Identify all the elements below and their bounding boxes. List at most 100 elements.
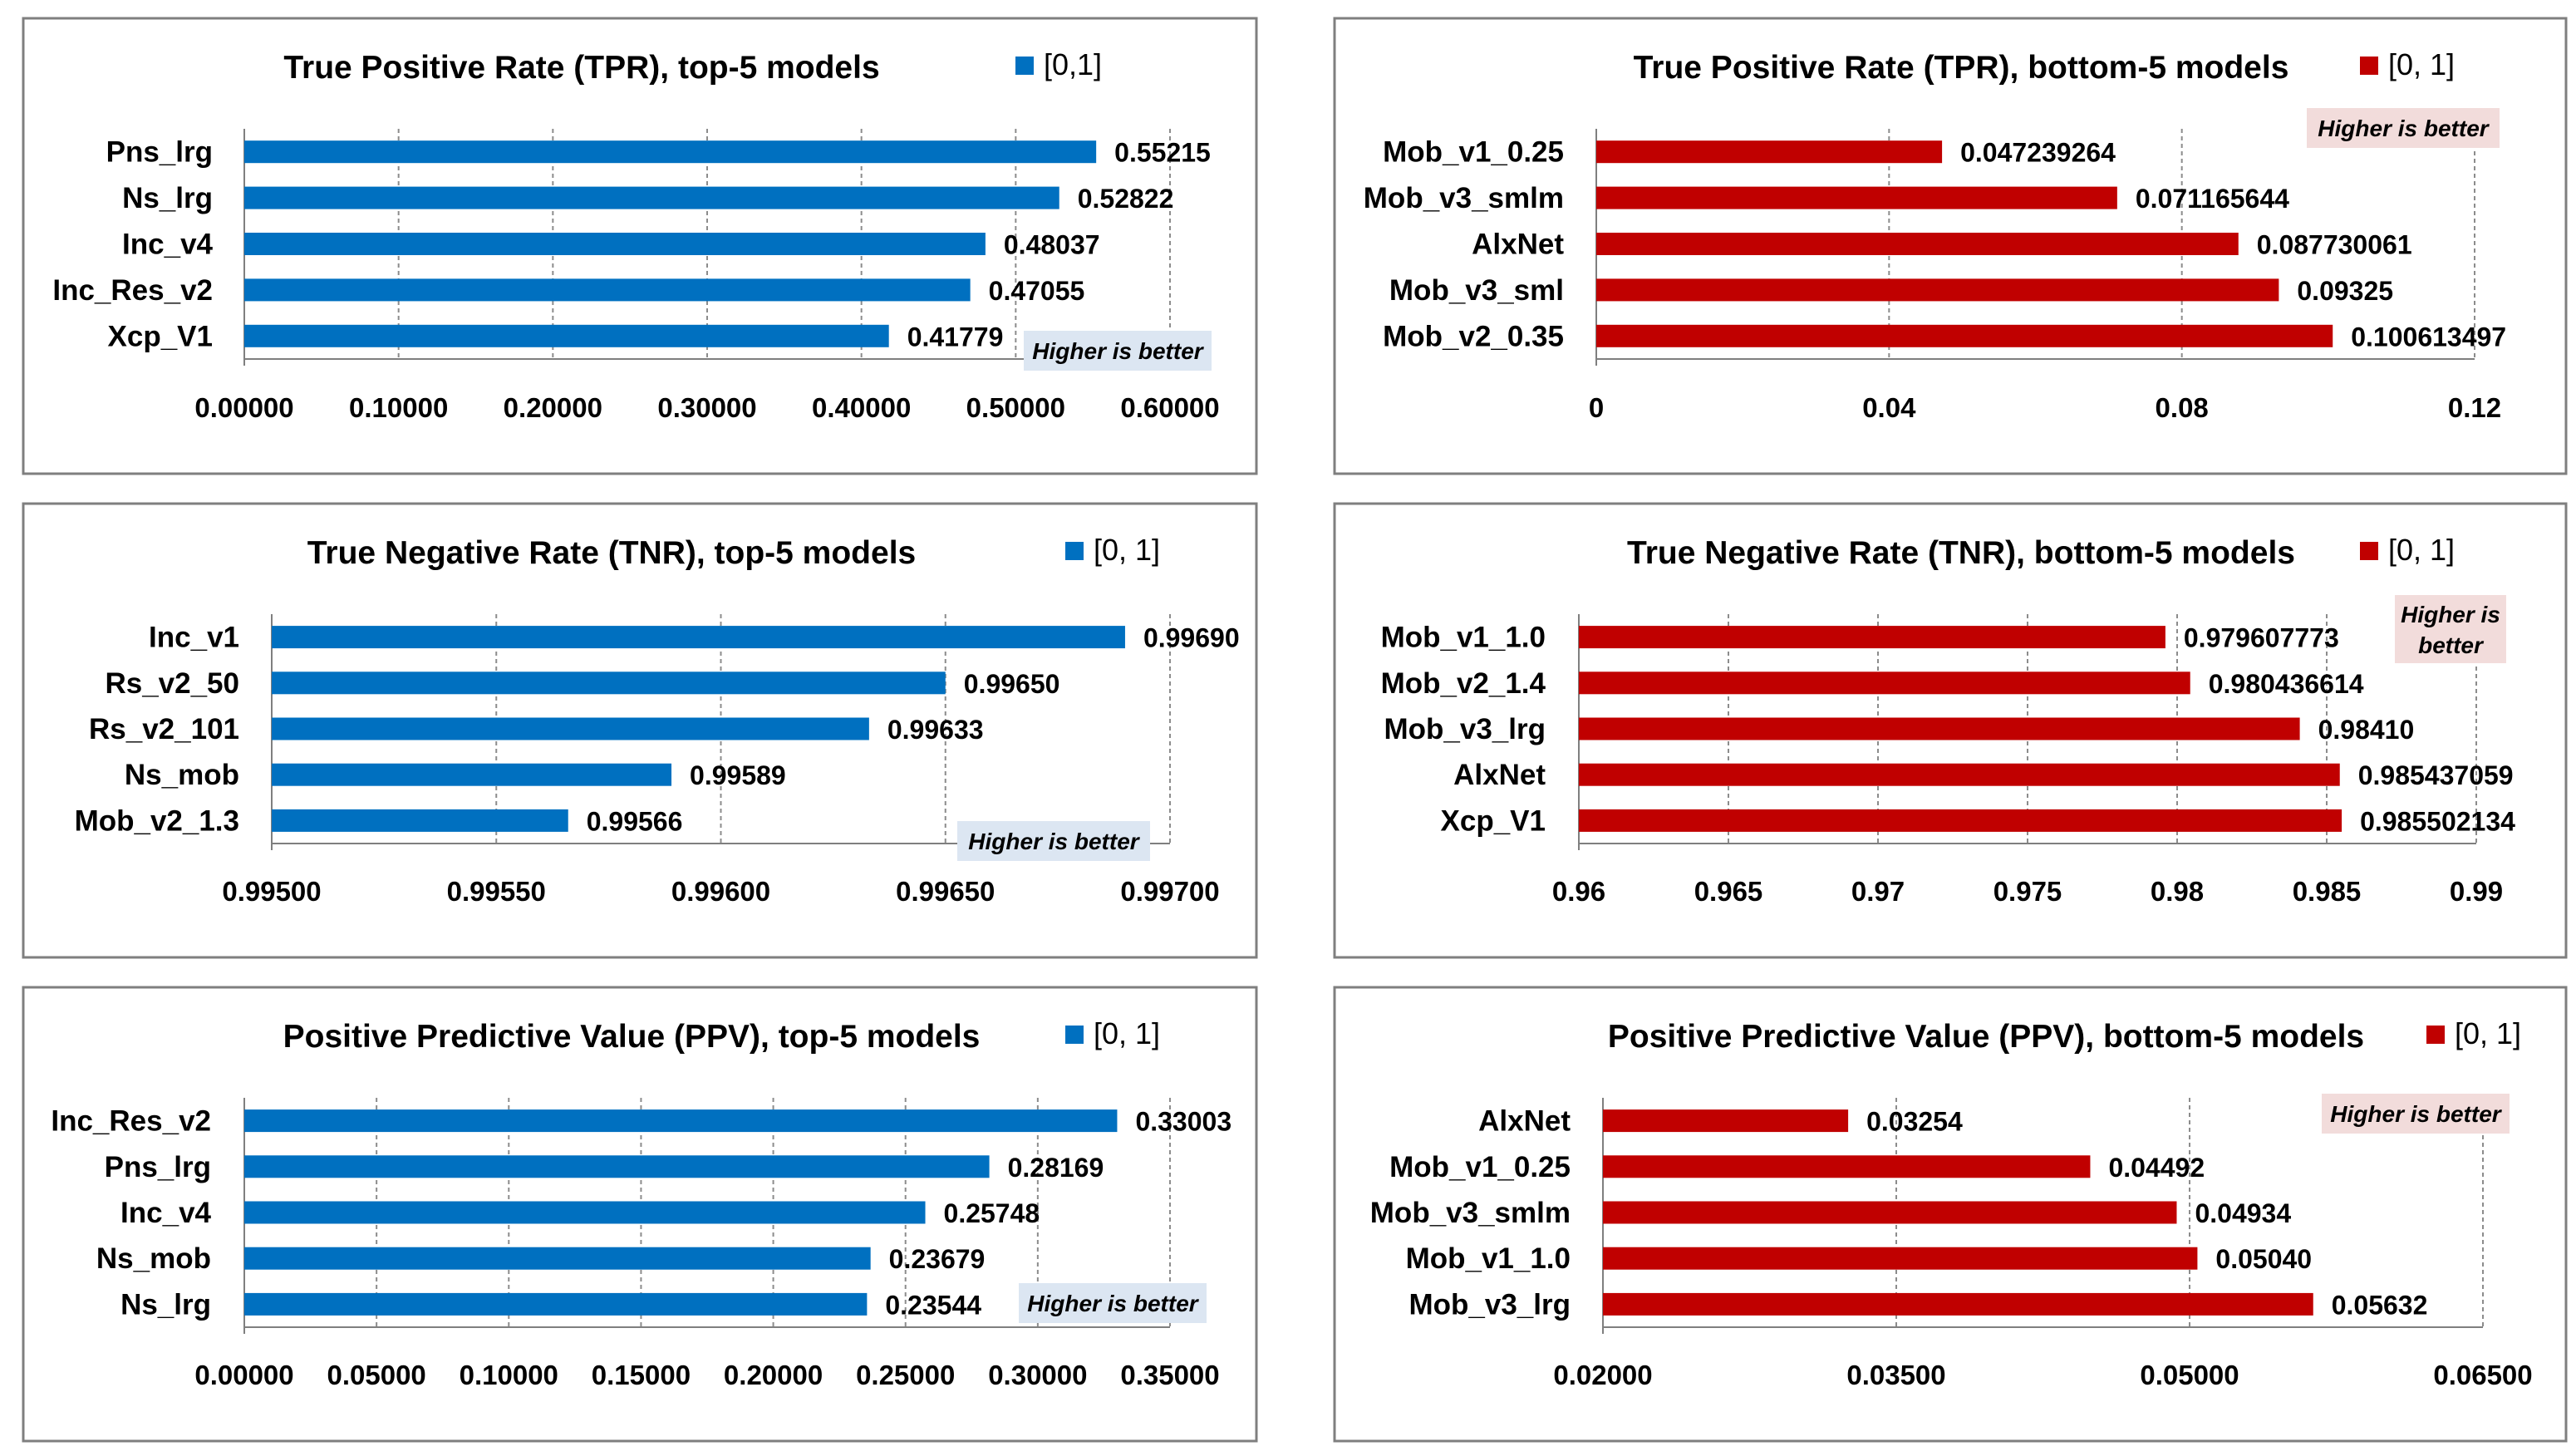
category-label: AlxNet xyxy=(1478,1105,1571,1138)
bar-inc-v4 xyxy=(244,1201,926,1224)
tick-label: 0.03500 xyxy=(1846,1360,1945,1390)
value-label: 0.99566 xyxy=(587,806,683,836)
tick-label: 0.00000 xyxy=(194,392,293,423)
tick-label: 0.08 xyxy=(2156,392,2209,423)
category-label: Mob_v3_smlm xyxy=(1370,1197,1571,1229)
legend-swatch xyxy=(2360,57,2378,75)
tick-label: 0.05000 xyxy=(327,1360,425,1390)
tick-label: 0.985 xyxy=(2293,876,2362,907)
tick-label: 0.15000 xyxy=(592,1360,691,1390)
value-label: 0.48037 xyxy=(1004,230,1100,260)
value-label: 0.03254 xyxy=(1866,1107,1963,1137)
bar-ns-lrg xyxy=(244,186,1059,209)
chart-title: True Positive Rate (TPR), top-5 models xyxy=(283,50,879,86)
legend-swatch xyxy=(2426,1026,2445,1044)
note-box xyxy=(2395,595,2506,663)
tick-label: 0.05000 xyxy=(2140,1360,2239,1390)
category-label: Mob_v2_0.35 xyxy=(1383,320,1564,352)
tick-label: 0.25000 xyxy=(856,1360,955,1390)
legend-label: [0, 1] xyxy=(1094,533,1160,567)
value-label: 0.04492 xyxy=(2108,1153,2205,1183)
chart-panel-5: Inc_Res_v2 0.33003 Pns_lrg 0.28169 Inc_v4 0.2… xyxy=(22,986,1258,1443)
tick-label: 0.99500 xyxy=(222,876,321,907)
note-box xyxy=(1024,331,1212,371)
legend-label: [0, 1] xyxy=(1094,1016,1160,1050)
value-label: 0.071165644 xyxy=(2136,184,2289,214)
tick-label: 0.30000 xyxy=(988,1360,1087,1390)
value-label: 0.25748 xyxy=(944,1198,1040,1228)
value-label: 0.087730061 xyxy=(2257,230,2412,260)
tick-label: 0.97 xyxy=(1851,876,1905,907)
value-label: 0.28169 xyxy=(1008,1153,1104,1183)
tick-label: 0.98 xyxy=(2151,876,2204,907)
legend-label: [0, 1] xyxy=(2388,533,2455,567)
chart-title: Positive Predictive Value (PPV), top-5 m… xyxy=(283,1019,981,1055)
value-label: 0.41779 xyxy=(907,322,1004,352)
category-label: Xcp_V1 xyxy=(108,320,213,352)
bar-ns-mob xyxy=(272,763,672,786)
value-label: 0.47055 xyxy=(989,276,1085,306)
note-text: Higher is better xyxy=(2330,1101,2502,1127)
note-text: better xyxy=(2418,632,2485,658)
category-label: Xcp_V1 xyxy=(1441,804,1546,837)
category-label: Rs_v2_50 xyxy=(105,667,239,700)
bar-inc-v1 xyxy=(272,626,1125,649)
tick-label: 0.12 xyxy=(2448,392,2501,423)
tick-label: 0.99650 xyxy=(896,876,995,907)
bar-alxnet xyxy=(1596,233,2239,255)
bar-rs-v2-50 xyxy=(272,671,946,695)
legend-label: [0, 1] xyxy=(2455,1016,2521,1050)
legend-swatch xyxy=(2360,542,2378,560)
tick-label: 0.06500 xyxy=(2433,1360,2532,1390)
category-label: Mob_v3_lrg xyxy=(1384,713,1546,745)
category-label: Mob_v2_1.3 xyxy=(75,804,239,837)
category-label: Ns_mob xyxy=(125,759,239,791)
tick-label: 0.20000 xyxy=(724,1360,823,1390)
bar-rs-v2-101 xyxy=(272,717,869,740)
note-box xyxy=(2322,1094,2510,1134)
tick-label: 0.99550 xyxy=(447,876,546,907)
category-label: Inc_Res_v2 xyxy=(52,274,213,307)
note-text: Higher is better xyxy=(1032,338,1204,364)
tick-label: 0.35000 xyxy=(1120,1360,1219,1390)
note-text: Higher is xyxy=(2401,602,2500,627)
chart-panel-6: AlxNet 0.03254 Mob_v1_0.25 0.04492 Mob_v3_sm… xyxy=(1333,986,2568,1443)
category-label: Inc_Res_v2 xyxy=(51,1105,211,1138)
value-label: 0.04934 xyxy=(2195,1198,2291,1228)
legend-label: [0, 1] xyxy=(2388,47,2455,81)
value-label: 0.979607773 xyxy=(2184,623,2339,653)
category-label: Inc_v1 xyxy=(149,622,239,654)
tick-label: 0.04 xyxy=(1862,392,1916,423)
bar-mob-v3-sml xyxy=(1596,278,2279,302)
bar-mob-v2-1-3 xyxy=(272,809,568,832)
value-label: 0.98410 xyxy=(2318,715,2415,745)
tick-label: 0.96 xyxy=(1552,876,1605,907)
bar-mob-v1-0-25 xyxy=(1603,1155,2091,1178)
bar-inc-res-v2 xyxy=(244,278,971,302)
chart-title: True Negative Rate (TNR), bottom-5 model… xyxy=(1627,535,2295,571)
category-label: AlxNet xyxy=(1453,759,1546,791)
value-label: 0.99633 xyxy=(887,715,984,745)
bar-xcp-v1 xyxy=(1579,809,2342,832)
tick-label: 0.40000 xyxy=(812,392,911,423)
value-label: 0.100613497 xyxy=(2351,322,2506,352)
category-label: Ns_mob xyxy=(96,1242,211,1275)
value-label: 0.09325 xyxy=(2297,276,2393,306)
note-box xyxy=(2307,108,2500,148)
note-text: Higher is better xyxy=(2318,116,2490,141)
bar-alxnet xyxy=(1579,763,2340,786)
category-label: Mob_v3_sml xyxy=(1389,274,1564,307)
chart-panel-1: Pns_lrg 0.55215 Ns_lrg 0.52822 Inc_v4 0.48037… xyxy=(22,17,1258,475)
value-label: 0.23679 xyxy=(889,1244,986,1274)
tick-label: 0.02000 xyxy=(1553,1360,1652,1390)
value-label: 0.980436614 xyxy=(2209,669,2364,699)
category-label: Pns_lrg xyxy=(105,1151,211,1183)
value-label: 0.55215 xyxy=(1114,138,1211,168)
tick-label: 0.965 xyxy=(1694,876,1763,907)
value-label: 0.52822 xyxy=(1078,184,1174,214)
bar-ns-lrg xyxy=(244,1292,868,1316)
value-label: 0.99650 xyxy=(964,669,1060,699)
category-label: Ns_lrg xyxy=(122,182,213,214)
category-label: Pns_lrg xyxy=(106,136,213,169)
